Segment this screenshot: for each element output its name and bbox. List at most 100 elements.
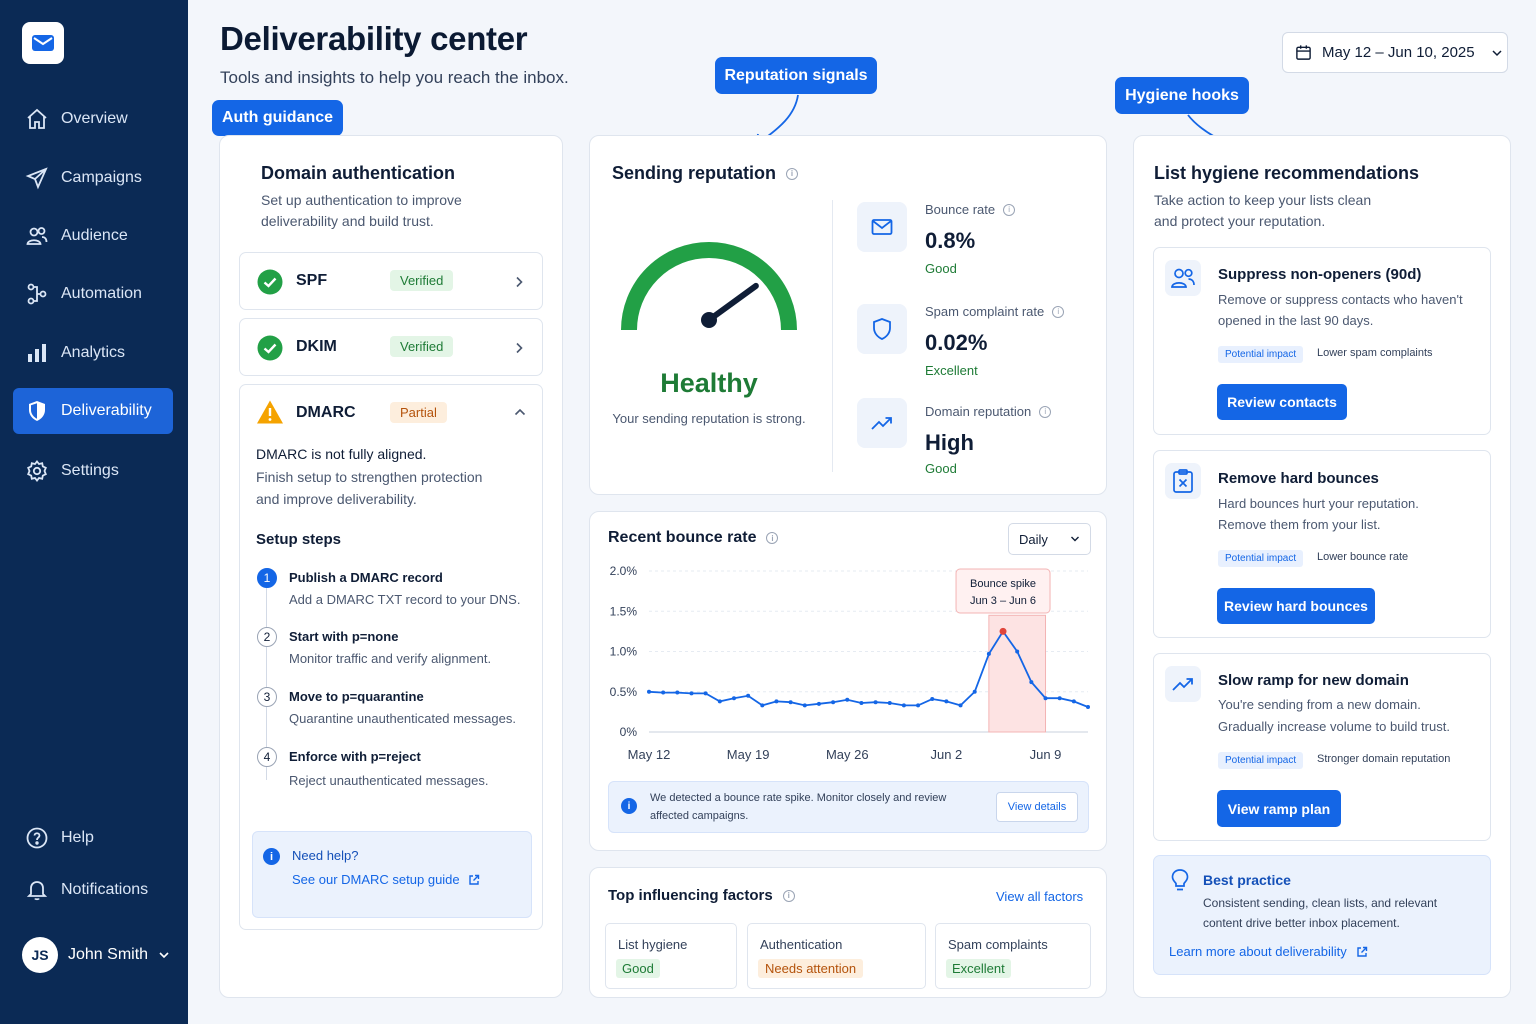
info-icon[interactable]: i (1039, 405, 1052, 418)
nav-analytics[interactable]: Analytics (13, 330, 173, 376)
nav-settings[interactable]: Settings (13, 448, 173, 494)
trend-up-icon (871, 417, 892, 430)
hygiene-desc-line2: and protect your reputation. (1154, 213, 1326, 229)
spf-row[interactable]: SPF Verified (239, 252, 543, 310)
view-details-button[interactable]: View details (996, 792, 1078, 822)
x-tick-label: Jun 2 (930, 747, 962, 762)
x-tick-label: May 19 (727, 747, 770, 762)
potential-impact-pill: Potential impact (1218, 752, 1304, 769)
bounce-title: Recent bounce rate (608, 529, 757, 546)
user-menu[interactable]: JS John Smith (22, 937, 170, 973)
data-point (972, 689, 977, 694)
link-label: Learn more about deliverability (1169, 944, 1347, 959)
interval-select[interactable]: Daily (1008, 523, 1091, 555)
data-point (746, 693, 751, 698)
data-point (1057, 696, 1062, 701)
metric-status: Good (925, 261, 957, 276)
review-hard-bounces-button[interactable]: Review hard bounces (1217, 588, 1375, 624)
step-title: Start with p=none (289, 629, 399, 644)
nav-audience[interactable]: Audience (13, 213, 173, 259)
nav-automation[interactable]: Automation (13, 271, 173, 317)
recommendation-icon-box (1165, 666, 1201, 702)
metric-label: Bounce rate (925, 202, 996, 217)
factor-tile[interactable]: List hygiene Good (605, 923, 737, 989)
data-point (774, 699, 779, 704)
recommendation-desc-line2: opened in the last 90 days. (1218, 313, 1374, 328)
data-point (717, 699, 722, 704)
nav-help[interactable]: Help (13, 815, 173, 861)
recommendation-title: Suppress non-openers (90d) (1218, 266, 1422, 283)
recommendation-title: Slow ramp for new domain (1218, 672, 1409, 689)
info-icon[interactable]: i (1052, 305, 1065, 318)
data-point (802, 703, 807, 708)
alert-text-line2: affected campaigns. (650, 810, 749, 822)
chevron-right-icon (516, 342, 523, 354)
best-practice-desc-line2: content drive better inbox placement. (1203, 916, 1400, 930)
info-icon[interactable]: i (786, 167, 798, 180)
bounce-chart: 2.0% 1.5% 1.0% 0.5% 0% May 12 May 19 May 26 Jun … (610, 564, 1090, 762)
dmarc-message: DMARC is not fully aligned. (256, 446, 427, 462)
view-all-factors-link[interactable]: View all factors (996, 889, 1084, 904)
nav-label: Automation (61, 285, 142, 302)
info-icon[interactable]: i (766, 532, 779, 544)
info-icon[interactable]: i (1003, 203, 1016, 216)
dmarc-guide-link[interactable]: See our DMARC setup guide (292, 872, 480, 887)
auth-title: Domain authentication (261, 163, 456, 183)
setup-steps-title: Setup steps (256, 531, 342, 548)
data-point (859, 701, 864, 706)
factor-status: Excellent (946, 959, 1011, 978)
app-logo[interactable] (22, 22, 64, 64)
dkim-label: DKIM (296, 338, 337, 355)
recommendation-card: Remove hard bounces Hard bounces hurt yo… (1153, 450, 1491, 638)
chevron-up-icon (514, 408, 526, 416)
factor-status: Good (616, 959, 660, 978)
learn-more-link[interactable]: Learn more about deliverability (1169, 944, 1368, 959)
auth-desc-line2: deliverability and build trust. (261, 213, 434, 229)
nav-label: Notifications (61, 881, 149, 898)
best-practice-title: Best practice (1203, 872, 1291, 888)
metric-label-row: Bounce rate i (925, 202, 1016, 217)
callout-auth-guidance: Auth guidance (212, 100, 343, 136)
y-tick-label: 0.5% (610, 685, 638, 699)
nav-overview[interactable]: Overview (13, 96, 173, 142)
dmarc-desc-line1: Finish setup to strengthen protection (256, 469, 483, 485)
date-range-picker[interactable]: May 12 – Jun 10, 2025 (1282, 32, 1508, 73)
y-tick-label: 2.0% (610, 564, 638, 578)
nav-label: Help (61, 829, 94, 846)
factor-tile[interactable]: Authentication Needs attention (747, 923, 926, 989)
step-title: Enforce with p=reject (289, 749, 421, 764)
bounce-header: Recent bounce rate i (608, 529, 779, 547)
reputation-status-desc: Your sending reputation is strong. (612, 411, 806, 426)
nav-deliverability[interactable]: Deliverability (13, 388, 173, 434)
metric-status: Excellent (925, 363, 978, 378)
spike-tooltip-range: Jun 3 – Jun 6 (970, 595, 1036, 607)
factor-status: Needs attention (758, 959, 864, 978)
metric-icon-box (857, 202, 907, 252)
recommendation-card: Suppress non-openers (90d) Remove or sup… (1153, 247, 1491, 435)
data-point (1086, 705, 1090, 710)
data-point (873, 700, 878, 705)
calendar-icon (1296, 45, 1311, 60)
data-point (703, 691, 708, 696)
steps-connector (266, 580, 267, 780)
bounce-card: Recent bounce rate i Daily 2.0% 1.5% 1.0% 0… (589, 511, 1107, 851)
recommendation-desc-line1: You're sending from a new domain. (1218, 697, 1421, 712)
data-point (930, 696, 935, 701)
dmarc-header[interactable]: DMARC Partial (240, 385, 542, 441)
view-ramp-plan-button[interactable]: View ramp plan (1217, 790, 1341, 827)
review-contacts-button[interactable]: Review contacts (1217, 384, 1347, 420)
nav-notifications[interactable]: Notifications (13, 867, 173, 913)
nav-campaigns[interactable]: Campaigns (13, 155, 173, 201)
hygiene-title: List hygiene recommendations (1154, 163, 1420, 183)
page-title: Deliverability center (220, 20, 528, 57)
reputation-title: Sending reputation (612, 163, 776, 183)
reputation-card: Sending reputation i Healthy Your sendin… (589, 135, 1107, 495)
help-icon (26, 827, 48, 849)
info-icon[interactable]: i (782, 889, 795, 902)
dkim-row[interactable]: DKIM Verified (239, 318, 543, 376)
data-point (901, 703, 906, 708)
metric-icon-box (857, 304, 907, 354)
step-title: Move to p=quarantine (289, 689, 424, 704)
spike-tooltip (955, 568, 1051, 614)
factor-tile[interactable]: Spam complaints Excellent (935, 923, 1091, 989)
